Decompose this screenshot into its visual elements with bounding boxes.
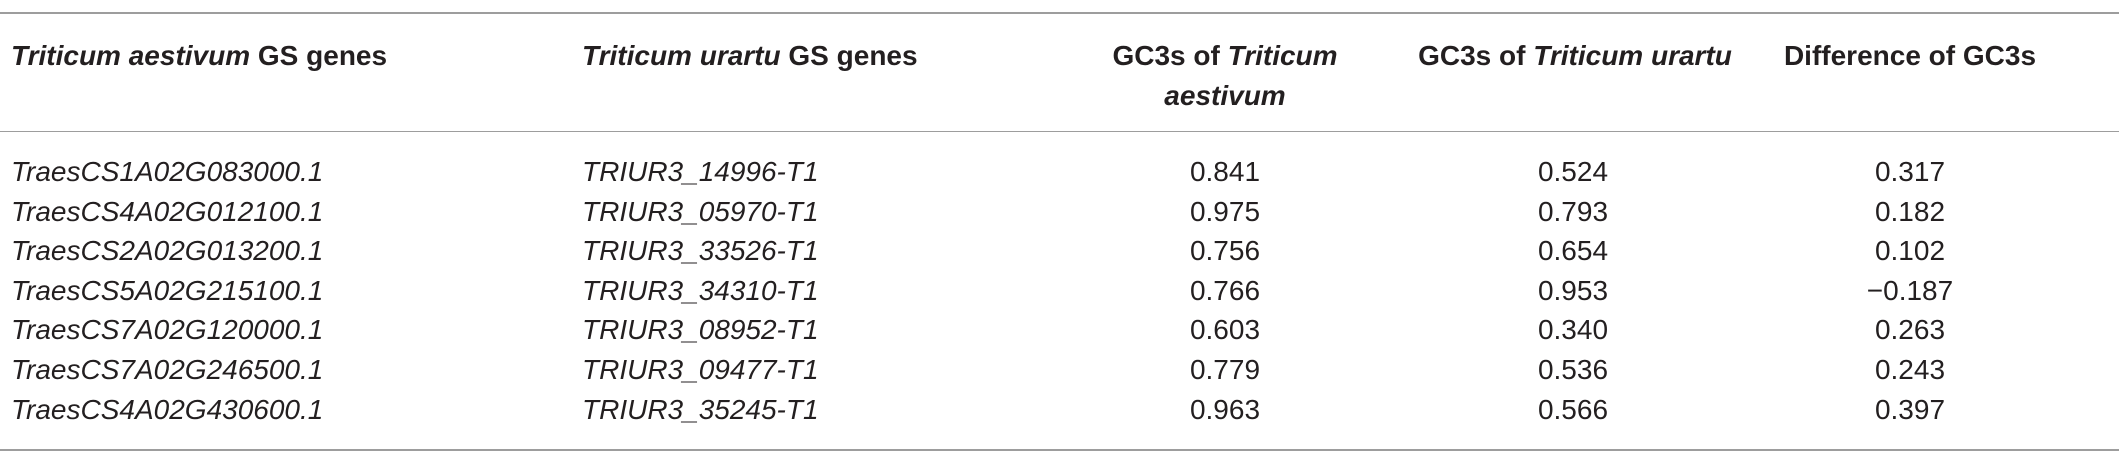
tu-gene-cell: TRIUR3_35245-T1 (582, 393, 819, 425)
gc3s-tu-cell: 0.793 (1537, 195, 1609, 227)
tu-gene-cell: TRIUR3_34310-T1 (582, 274, 819, 306)
ta-gene-cell: TraesCS7A02G120000.1 (11, 314, 324, 346)
table-header-row: Triticum aestivum GS genes Triticum urar… (0, 36, 2119, 116)
header-triticum-aestivum-gs-genes: Triticum aestivum GS genes (11, 40, 388, 71)
gc3s-tu-cell: 0.536 (1537, 353, 1609, 385)
gc3s-ta-cell: 0.603 (1189, 314, 1261, 346)
gc3s-difference-cell: 0.182 (1874, 195, 1946, 227)
table-body: TraesCS1A02G083000.1 TRIUR3_14996-T1 0.8… (0, 152, 2119, 429)
table-row: TraesCS2A02G013200.1 TRIUR3_33526-T1 0.7… (0, 231, 2119, 271)
gc3s-tu-cell: 0.654 (1537, 235, 1609, 267)
table-row: TraesCS4A02G012100.1 TRIUR3_05970-T1 0.9… (0, 192, 2119, 232)
gc3s-difference-cell: 0.263 (1874, 314, 1946, 346)
ta-gene-cell: TraesCS4A02G430600.1 (11, 393, 324, 425)
gc3s-difference-cell: 0.102 (1874, 235, 1946, 267)
gc3s-tu-cell: 0.566 (1537, 393, 1609, 425)
table-top-rule (0, 12, 2119, 14)
ta-gene-cell: TraesCS2A02G013200.1 (11, 235, 324, 267)
gc3s-ta-cell: 0.756 (1189, 235, 1261, 267)
table-row: TraesCS7A02G246500.1 TRIUR3_09477-T1 0.7… (0, 350, 2119, 390)
ta-gene-cell: TraesCS5A02G215100.1 (11, 274, 324, 306)
header-gc3s-triticum-aestivum: GC3s of Triticum aestivum (1112, 40, 1338, 111)
header-triticum-urartu-gs-genes: Triticum urartu GS genes (582, 40, 918, 71)
table-header-rule (0, 131, 2119, 132)
gc3s-difference-cell: 0.397 (1874, 393, 1946, 425)
table-row: TraesCS5A02G215100.1 TRIUR3_34310-T1 0.7… (0, 271, 2119, 311)
tu-gene-cell: TRIUR3_05970-T1 (582, 195, 819, 227)
ta-gene-cell: TraesCS7A02G246500.1 (11, 353, 324, 385)
gc3s-difference-cell: 0.317 (1874, 156, 1946, 187)
table-row: TraesCS7A02G120000.1 TRIUR3_08952-T1 0.6… (0, 310, 2119, 350)
table-row: TraesCS4A02G430600.1 TRIUR3_35245-T1 0.9… (0, 390, 2119, 430)
tu-gene-cell: TRIUR3_33526-T1 (582, 235, 819, 267)
gc3s-ta-cell: 0.841 (1189, 156, 1261, 187)
gc3s-ta-cell: 0.975 (1189, 195, 1261, 227)
header-gc3s-triticum-urartu: GC3s of Triticum urartu (1418, 40, 1732, 71)
gc3s-ta-cell: 0.766 (1189, 274, 1261, 306)
ta-gene-cell: TraesCS4A02G012100.1 (11, 195, 324, 227)
header-difference-of-gc3s: Difference of GC3s (1783, 40, 2037, 71)
gc3s-ta-cell: 0.779 (1189, 353, 1261, 385)
gc3s-difference-cell: −0.187 (1866, 274, 1954, 306)
gc3s-difference-cell: 0.243 (1874, 353, 1946, 385)
gc3s-tu-cell: 0.340 (1537, 314, 1609, 346)
ta-gene-cell: TraesCS1A02G083000.1 (11, 156, 324, 187)
tu-gene-cell: TRIUR3_14996-T1 (582, 156, 819, 187)
gc3s-ta-cell: 0.963 (1189, 393, 1261, 425)
table-row: TraesCS1A02G083000.1 TRIUR3_14996-T1 0.8… (0, 152, 2119, 192)
gc3s-tu-cell: 0.524 (1537, 156, 1609, 187)
table-bottom-rule (0, 449, 2119, 451)
tu-gene-cell: TRIUR3_09477-T1 (582, 353, 819, 385)
gc3s-tu-cell: 0.953 (1537, 274, 1609, 306)
tu-gene-cell: TRIUR3_08952-T1 (582, 314, 819, 346)
